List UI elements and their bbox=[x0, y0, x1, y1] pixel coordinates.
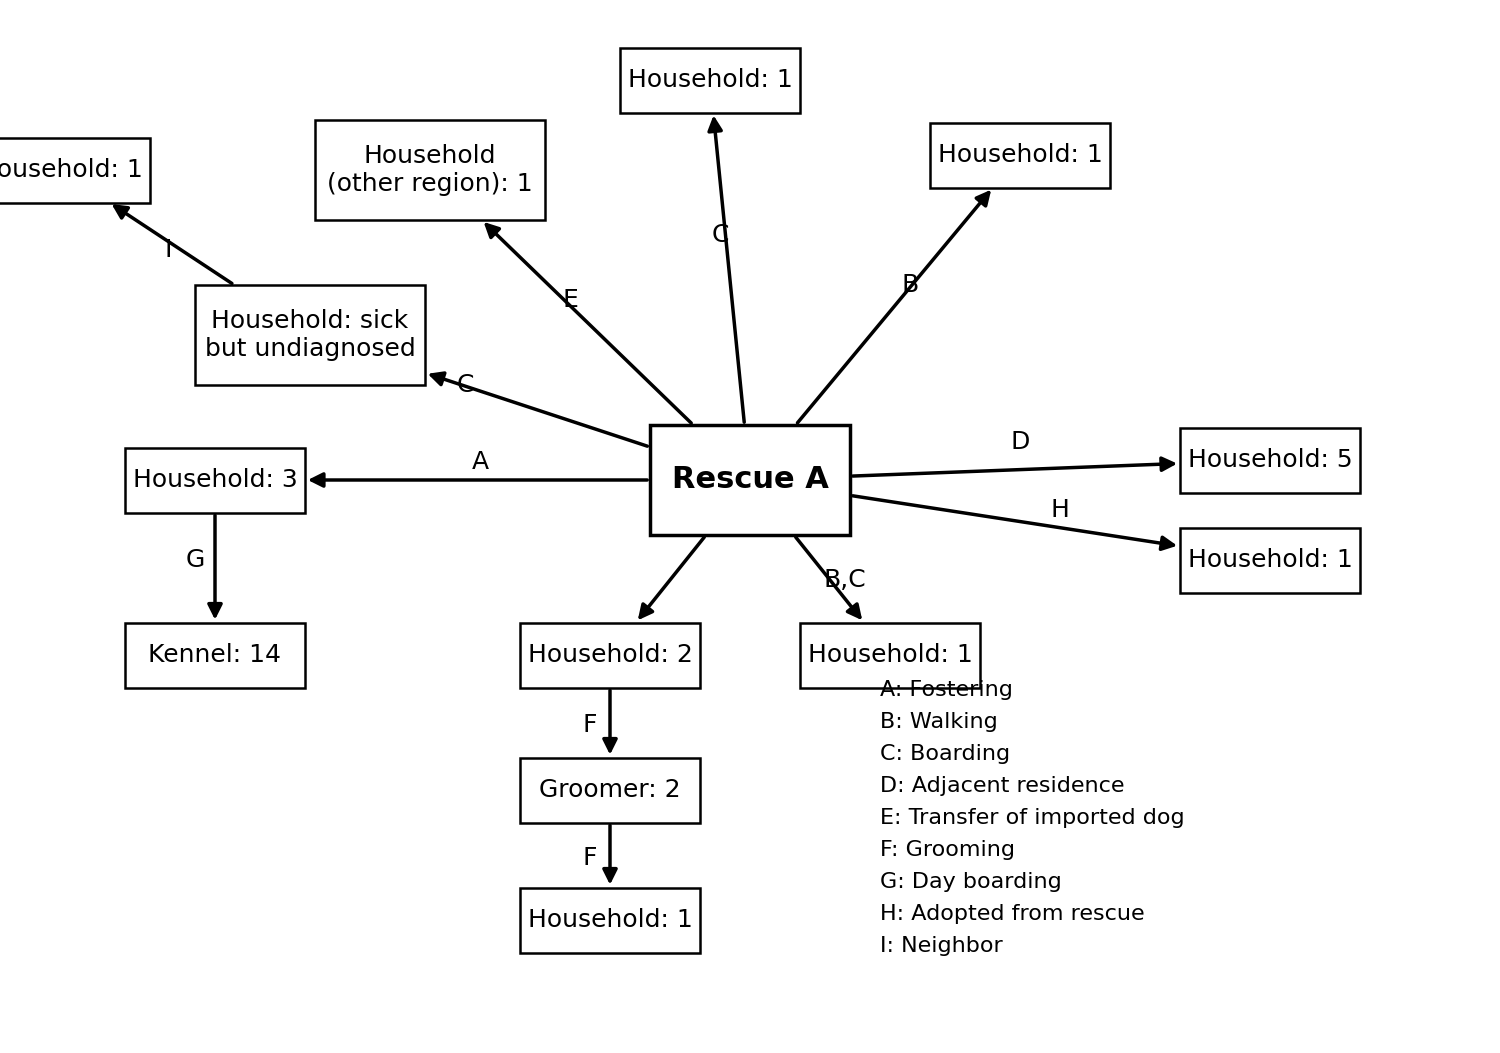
Text: B,C: B,C bbox=[824, 568, 867, 592]
Text: B: Walking: B: Walking bbox=[880, 712, 998, 732]
FancyBboxPatch shape bbox=[620, 47, 800, 113]
Text: G: Day boarding: G: Day boarding bbox=[880, 872, 1062, 892]
Text: Kennel: 14: Kennel: 14 bbox=[148, 643, 282, 667]
FancyBboxPatch shape bbox=[1180, 428, 1360, 493]
Text: Household: 1: Household: 1 bbox=[528, 908, 693, 932]
FancyBboxPatch shape bbox=[1180, 528, 1360, 593]
Text: Household: 2: Household: 2 bbox=[528, 643, 693, 667]
FancyBboxPatch shape bbox=[124, 448, 304, 513]
Text: Household: 1: Household: 1 bbox=[627, 68, 792, 92]
FancyBboxPatch shape bbox=[520, 888, 701, 953]
Text: Groomer: 2: Groomer: 2 bbox=[538, 778, 681, 802]
FancyBboxPatch shape bbox=[520, 622, 701, 688]
Text: D: Adjacent residence: D: Adjacent residence bbox=[880, 776, 1125, 796]
Text: C: C bbox=[456, 373, 474, 397]
Text: D: D bbox=[1011, 430, 1029, 454]
Text: I: I bbox=[165, 238, 171, 262]
Text: C: C bbox=[711, 223, 729, 247]
FancyBboxPatch shape bbox=[124, 622, 304, 688]
FancyBboxPatch shape bbox=[195, 285, 424, 385]
FancyBboxPatch shape bbox=[0, 138, 150, 202]
Text: E: Transfer of imported dog: E: Transfer of imported dog bbox=[880, 808, 1185, 828]
FancyBboxPatch shape bbox=[650, 425, 850, 535]
Text: H: H bbox=[1050, 498, 1070, 522]
Text: Household: 5: Household: 5 bbox=[1188, 448, 1353, 472]
Text: E: E bbox=[562, 289, 578, 312]
FancyBboxPatch shape bbox=[930, 122, 1110, 187]
Text: Household: 3: Household: 3 bbox=[132, 468, 297, 492]
Text: F: F bbox=[582, 713, 597, 737]
Text: F: F bbox=[582, 846, 597, 870]
Text: I: Neighbor: I: Neighbor bbox=[880, 936, 1002, 956]
Text: Household: sick
but undiagnosed: Household: sick but undiagnosed bbox=[204, 310, 416, 361]
Text: G: G bbox=[186, 548, 204, 572]
Text: Household: 1: Household: 1 bbox=[0, 158, 142, 182]
Text: B: B bbox=[902, 273, 918, 297]
Text: Household
(other region): 1: Household (other region): 1 bbox=[327, 144, 532, 196]
Text: Rescue A: Rescue A bbox=[672, 465, 828, 495]
Text: Household: 1: Household: 1 bbox=[807, 643, 972, 667]
Text: C: Boarding: C: Boarding bbox=[880, 744, 1010, 764]
FancyBboxPatch shape bbox=[800, 622, 980, 688]
Text: Household: 1: Household: 1 bbox=[1188, 548, 1353, 572]
Text: Household: 1: Household: 1 bbox=[938, 143, 1102, 167]
FancyBboxPatch shape bbox=[315, 120, 544, 220]
FancyBboxPatch shape bbox=[520, 757, 701, 822]
Text: A: A bbox=[471, 450, 489, 474]
Text: A: Fostering: A: Fostering bbox=[880, 680, 1013, 700]
Text: H: Adopted from rescue: H: Adopted from rescue bbox=[880, 903, 1144, 923]
Text: F: Grooming: F: Grooming bbox=[880, 840, 1016, 860]
